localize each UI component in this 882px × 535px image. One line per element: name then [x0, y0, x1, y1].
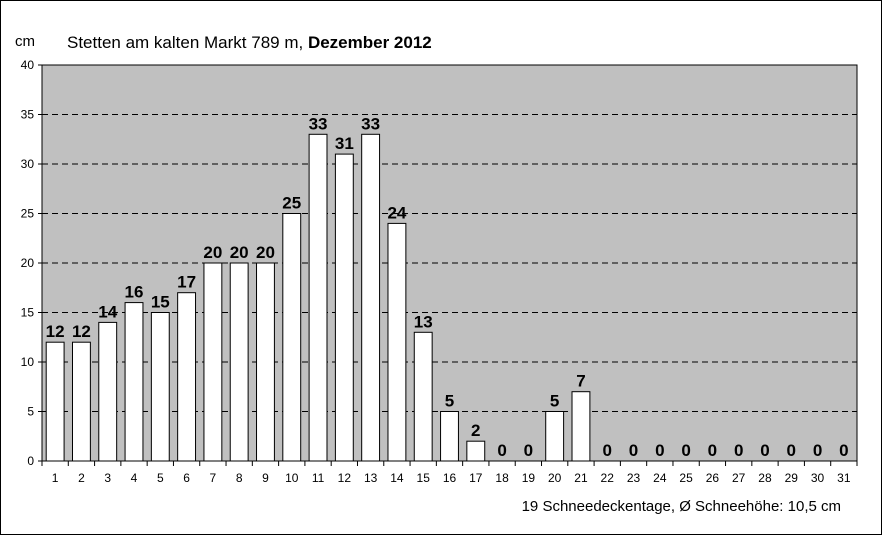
bar [150, 312, 170, 462]
y-tick-label: 30 [21, 157, 35, 171]
bar [177, 292, 197, 462]
x-tick-label: 8 [236, 471, 243, 485]
bar [413, 331, 433, 462]
data-label: 0 [497, 441, 506, 460]
data-label: 0 [524, 441, 533, 460]
data-label: 31 [335, 134, 354, 153]
data-label: 7 [576, 372, 585, 391]
bar [124, 302, 144, 462]
data-label: 0 [734, 441, 743, 460]
x-tick-label: 22 [601, 471, 615, 485]
y-tick-label: 15 [21, 306, 35, 320]
bar [256, 262, 275, 462]
data-label: 20 [203, 243, 222, 262]
x-tick-label: 28 [758, 471, 772, 485]
data-label: 5 [550, 392, 559, 411]
data-label: 14 [98, 302, 117, 321]
data-label: 12 [46, 322, 65, 341]
bar [361, 133, 381, 462]
bar [71, 341, 91, 462]
bar [203, 262, 223, 462]
data-label: 0 [839, 441, 848, 460]
data-label: 12 [72, 322, 91, 341]
data-label: 33 [309, 114, 328, 133]
x-tick-label: 5 [157, 471, 164, 485]
x-tick-label: 2 [78, 471, 85, 485]
y-tick-label: 40 [21, 58, 35, 72]
bar [98, 321, 118, 462]
x-tick-label: 18 [495, 471, 509, 485]
x-tick-label: 17 [469, 471, 483, 485]
bar [334, 153, 354, 462]
data-label: 25 [282, 194, 301, 213]
x-tick-label: 19 [522, 471, 536, 485]
bar [440, 411, 459, 462]
data-label: 0 [681, 441, 690, 460]
snow-summary: 19 Schneedeckentage, Ø Schneehöhe: 10,5 … [521, 498, 841, 515]
data-label: 13 [414, 312, 433, 331]
x-tick-label: 21 [574, 471, 588, 485]
bar [466, 440, 486, 462]
x-tick-label: 4 [131, 471, 138, 485]
x-tick-label: 10 [285, 471, 299, 485]
chart-title-location: Stetten am kalten Markt 789 m, [67, 33, 308, 52]
x-tick-label: 20 [548, 471, 562, 485]
bar [387, 222, 407, 462]
x-tick-label: 27 [732, 471, 746, 485]
data-label: 0 [787, 441, 796, 460]
bar [308, 133, 328, 462]
x-tick-label: 30 [811, 471, 825, 485]
x-tick-label: 9 [262, 471, 269, 485]
data-label: 17 [177, 273, 196, 292]
x-tick-label: 13 [364, 471, 378, 485]
data-label: 15 [151, 293, 170, 312]
chart-title: Stetten am kalten Markt 789 m, Dezember … [67, 33, 432, 53]
bar [229, 262, 249, 462]
bar [571, 391, 591, 462]
x-tick-label: 1 [52, 471, 59, 485]
y-axis-unit-label: cm [15, 33, 35, 50]
x-tick-label: 14 [390, 471, 404, 485]
x-tick-label: 16 [443, 471, 457, 485]
data-label: 0 [603, 441, 612, 460]
bar [45, 341, 65, 462]
data-label: 0 [629, 441, 638, 460]
bar [282, 213, 302, 462]
bar [545, 411, 565, 462]
x-tick-label: 3 [104, 471, 111, 485]
x-tick-label: 31 [837, 471, 851, 485]
x-tick-label: 6 [183, 471, 190, 485]
data-label: 0 [760, 441, 769, 460]
x-tick-label: 26 [706, 471, 720, 485]
x-tick-label: 12 [338, 471, 352, 485]
data-label: 2 [471, 421, 480, 440]
data-label: 24 [387, 203, 406, 222]
data-label: 0 [813, 441, 822, 460]
data-label: 0 [708, 441, 717, 460]
y-tick-label: 20 [21, 256, 35, 270]
x-tick-label: 15 [417, 471, 431, 485]
x-tick-label: 23 [627, 471, 641, 485]
x-tick-label: 25 [679, 471, 693, 485]
y-tick-label: 5 [27, 405, 34, 419]
y-tick-label: 35 [21, 108, 35, 122]
data-label: 20 [230, 243, 249, 262]
chart-title-period: Dezember 2012 [307, 33, 432, 52]
data-label: 0 [655, 441, 664, 460]
data-label: 5 [445, 392, 454, 411]
x-tick-label: 11 [312, 471, 325, 485]
data-label: 33 [361, 114, 380, 133]
y-tick-label: 25 [21, 207, 35, 221]
data-label: 20 [256, 243, 275, 262]
x-tick-label: 24 [653, 471, 667, 485]
x-tick-label: 7 [210, 471, 217, 485]
y-tick-label: 10 [21, 355, 35, 369]
x-tick-label: 29 [785, 471, 799, 485]
data-label: 16 [125, 283, 144, 302]
y-tick-label: 0 [27, 454, 34, 468]
